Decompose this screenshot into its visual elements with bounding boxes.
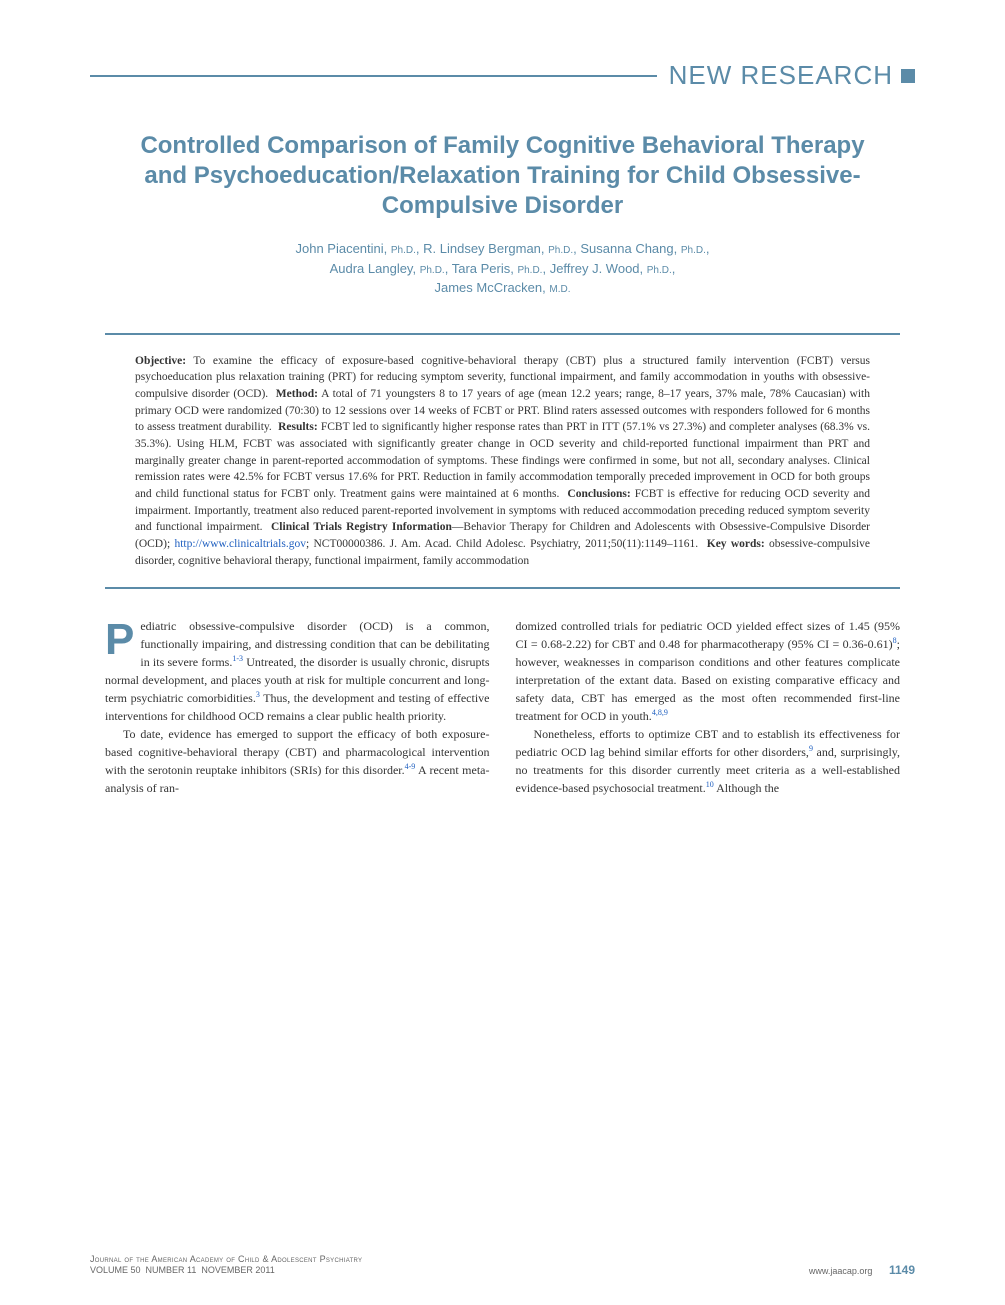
body-paragraph: Pediatric obsessive-compulsive disorder … [105,617,490,725]
section-label: NEW RESEARCH [669,60,893,91]
body-paragraph: To date, evidence has emerged to support… [105,725,490,797]
column-left: Pediatric obsessive-compulsive disorder … [105,617,490,797]
section-label-row: NEW RESEARCH [90,60,915,91]
body-paragraph: Nonetheless, efforts to optimize CBT and… [516,725,901,797]
journal-name: Journal of the American Academy of Child… [90,1254,362,1266]
author-list: John Piacentini, Ph.D., R. Lindsey Bergm… [150,239,855,298]
footer-left: Journal of the American Academy of Child… [90,1254,362,1277]
journal-url: www.jaacap.org [809,1266,873,1276]
page-footer: Journal of the American Academy of Child… [90,1254,915,1277]
volume-issue: VOLUME 50 NUMBER 11 NOVEMBER 2011 [90,1265,362,1277]
section-rule [90,75,657,77]
abstract-box: Objective: To examine the efficacy of ex… [105,333,900,590]
page-header: NEW RESEARCH Controlled Comparison of Fa… [90,60,915,298]
section-box-icon [901,69,915,83]
footer-right: www.jaacap.org 1149 [809,1263,915,1277]
body-paragraph: domized controlled trials for pediatric … [516,617,901,725]
article-title: Controlled Comparison of Family Cognitiv… [130,131,875,221]
abstract-text: Objective: To examine the efficacy of ex… [135,353,870,570]
body-columns: Pediatric obsessive-compulsive disorder … [105,617,900,797]
column-right: domized controlled trials for pediatric … [516,617,901,797]
page-number: 1149 [889,1263,915,1277]
